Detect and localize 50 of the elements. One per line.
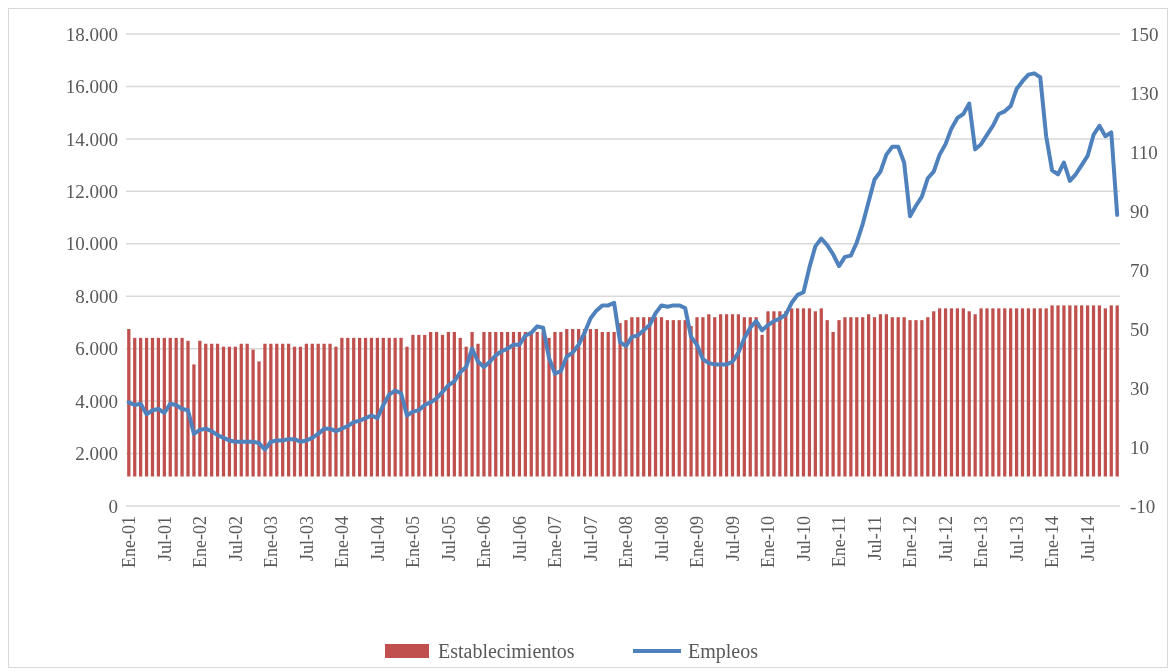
x-tick-label: Ene-14: [1042, 516, 1063, 568]
x-tick-label: Ene-11: [829, 516, 850, 568]
y-tick-label: 0: [108, 495, 118, 517]
x-tick-label: Ene-09: [687, 516, 708, 568]
x-tick-label: Jul-13: [1006, 516, 1027, 561]
x-tick-label: Ene-03: [261, 516, 282, 568]
y-tick-label: 6.000: [75, 338, 118, 360]
x-tick-label: Ene-04: [332, 516, 353, 568]
x-tick-label: Jul-02: [225, 516, 246, 561]
y-tick-label: 18.000: [65, 23, 118, 45]
y2-tick-label: 10: [1130, 436, 1149, 458]
y-tick-label: 4.000: [75, 390, 118, 412]
x-tick-label: Jul-11: [864, 516, 885, 561]
x-tick-label: Jul-08: [651, 516, 672, 561]
x-tick-label: Jul-14: [1077, 516, 1098, 561]
y-tick-label: 14.000: [65, 128, 118, 150]
legend-label: Empleos: [688, 640, 759, 663]
y2-tick-label: 70: [1130, 259, 1149, 281]
x-tick-label: Jul-01: [154, 516, 175, 561]
x-tick-label: Ene-05: [403, 516, 424, 568]
line-series: [126, 71, 1120, 452]
y-tick-label: 8.000: [75, 285, 118, 307]
y-tick-label: 16.000: [65, 76, 118, 98]
y2-tick-label: 110: [1130, 141, 1158, 163]
x-tick-label: Ene-13: [971, 516, 992, 568]
x-tick-label: Jul-03: [296, 516, 317, 561]
x-tick-label: Jul-10: [793, 516, 814, 561]
x-tick-label: Jul-09: [722, 516, 743, 561]
x-tick-label: Jul-12: [935, 516, 956, 561]
x-tick-label: Ene-12: [900, 516, 921, 568]
y2-tick-label: 50: [1130, 318, 1149, 340]
y-tick-label: 10.000: [65, 233, 118, 255]
x-tick-label: Jul-04: [367, 516, 388, 561]
y2-tick-label: 150: [1130, 23, 1159, 45]
y2-tick-label: 30: [1130, 377, 1149, 399]
y2-tick-label: 130: [1130, 82, 1159, 104]
y2-tick-label: -10: [1130, 495, 1156, 517]
x-tick-label: Ene-06: [474, 516, 495, 568]
y-tick-label: 2.000: [75, 443, 118, 465]
x-tick-label: Ene-02: [190, 516, 211, 568]
x-tick-label: Jul-06: [509, 516, 530, 561]
y2-tick-label: 90: [1130, 200, 1149, 222]
legend-label: Establecimientos: [438, 640, 575, 662]
x-tick-label: Ene-08: [616, 516, 637, 568]
x-tick-label: Ene-01: [119, 516, 140, 568]
x-tick-label: Ene-07: [545, 516, 566, 568]
x-tick-label: Ene-10: [758, 516, 779, 568]
x-tick-label: Jul-05: [438, 516, 459, 561]
x-tick-label: Jul-07: [580, 516, 601, 561]
y-tick-label: 12.000: [65, 180, 118, 202]
